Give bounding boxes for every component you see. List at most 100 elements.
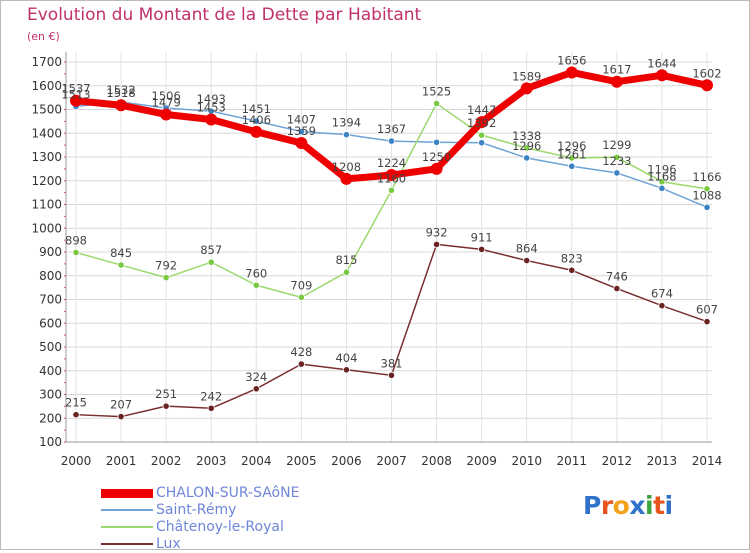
legend-swatch xyxy=(101,509,153,511)
x-tick-label: 2007 xyxy=(376,454,407,468)
data-label: 1367 xyxy=(377,122,406,136)
data-point xyxy=(703,317,711,326)
logo-letter: x xyxy=(629,491,645,520)
data-label: 1196 xyxy=(647,163,676,177)
data-label: 746 xyxy=(606,270,628,284)
legend-item: Lux xyxy=(101,536,401,553)
data-point xyxy=(387,371,396,379)
data-point xyxy=(703,185,711,193)
x-tick-label: 2002 xyxy=(151,454,182,468)
data-point xyxy=(252,117,260,125)
logo-letter: P xyxy=(583,491,601,520)
logo-letter: t xyxy=(653,491,665,520)
logo-letter: o xyxy=(612,491,630,520)
data-point xyxy=(160,108,173,121)
data-label: 823 xyxy=(561,251,583,265)
data-label: 1338 xyxy=(512,129,541,143)
data-point xyxy=(658,302,666,310)
logo-letter: i xyxy=(645,491,654,520)
x-tick-label: 2010 xyxy=(511,454,542,468)
y-tick-label: 1500 xyxy=(31,103,62,117)
data-label: 760 xyxy=(245,266,267,280)
y-tick-label: 1200 xyxy=(31,174,62,188)
data-label: 1296 xyxy=(512,139,541,153)
legend-item: Châtenoy-le-Royal xyxy=(101,519,401,536)
data-label: 1447 xyxy=(467,103,496,117)
data-point xyxy=(117,261,125,269)
data-point xyxy=(205,113,218,126)
data-label: 1406 xyxy=(242,113,271,127)
y-tick-label: 400 xyxy=(39,364,62,378)
y-tick-label: 500 xyxy=(39,340,62,354)
y-tick-label: 1100 xyxy=(31,198,62,212)
data-label: 1224 xyxy=(377,156,406,170)
data-label: 1506 xyxy=(152,89,181,103)
y-tick-label: 1400 xyxy=(31,126,62,140)
data-point xyxy=(162,274,170,282)
data-label: 381 xyxy=(381,356,403,370)
data-label: 207 xyxy=(110,398,132,412)
legend-label: Saint-Rémy xyxy=(156,502,237,518)
data-point xyxy=(297,360,305,368)
legend-label: Châtenoy-le-Royal xyxy=(156,519,284,535)
data-point xyxy=(162,402,170,410)
data-label: 1537 xyxy=(61,82,90,96)
y-tick-label: 200 xyxy=(39,411,62,425)
data-label: 911 xyxy=(471,230,493,244)
data-point xyxy=(523,256,531,265)
legend-item: CHALON-SUR-SAôNE xyxy=(101,485,401,502)
data-point xyxy=(252,385,260,393)
data-point xyxy=(72,411,80,419)
data-label: 1394 xyxy=(332,116,361,130)
y-tick-label: 700 xyxy=(39,293,62,307)
legend-swatch xyxy=(101,488,153,498)
data-point xyxy=(568,162,576,170)
x-tick-label: 2012 xyxy=(602,454,633,468)
y-tick-label: 1000 xyxy=(31,221,62,235)
data-label: 1233 xyxy=(602,154,631,168)
y-tick-label: 100 xyxy=(39,435,62,449)
data-point xyxy=(72,248,80,257)
data-label: 1493 xyxy=(197,92,226,106)
legend-item: Saint-Rémy xyxy=(101,502,401,519)
data-label: 1299 xyxy=(602,138,631,152)
y-tick-label: 1300 xyxy=(31,150,62,164)
data-label: 1518 xyxy=(106,86,135,100)
data-label: 1451 xyxy=(242,102,271,116)
data-label: 1525 xyxy=(422,85,451,99)
data-point xyxy=(475,116,488,129)
data-point xyxy=(658,178,666,186)
x-tick-label: 2013 xyxy=(647,454,678,468)
x-tick-label: 2003 xyxy=(196,454,227,468)
data-point xyxy=(117,412,125,421)
data-point xyxy=(613,169,621,177)
data-label: 815 xyxy=(335,253,357,267)
x-tick-label: 2006 xyxy=(331,454,362,468)
data-label: 864 xyxy=(516,242,538,256)
data-label: 674 xyxy=(651,287,673,301)
data-point xyxy=(342,366,351,374)
data-point xyxy=(385,169,398,182)
data-label: 1261 xyxy=(557,147,586,161)
y-tick-label: 800 xyxy=(39,269,62,283)
data-point xyxy=(568,154,576,162)
legend-label: Lux xyxy=(156,536,181,552)
data-label: 1602 xyxy=(692,66,721,80)
legend-swatch xyxy=(101,543,153,545)
data-label: 1250 xyxy=(422,150,451,164)
data-label: 1656 xyxy=(557,53,586,67)
x-tick-label: 2008 xyxy=(421,454,452,468)
line-chart: 100 200 300 400 500 600 700 800 900 1000 1100 1200 1… xyxy=(31,52,722,468)
data-point xyxy=(70,94,82,107)
data-point xyxy=(207,404,215,412)
data-label: 1208 xyxy=(332,160,361,174)
data-label: 324 xyxy=(245,370,267,384)
data-point xyxy=(478,139,486,147)
data-label: 404 xyxy=(335,351,357,365)
legend-label: CHALON-SUR-SAôNE xyxy=(156,485,300,501)
data-point xyxy=(523,144,531,152)
data-label: 1453 xyxy=(197,100,226,114)
data-label: 1168 xyxy=(647,169,676,183)
data-point xyxy=(703,203,711,211)
